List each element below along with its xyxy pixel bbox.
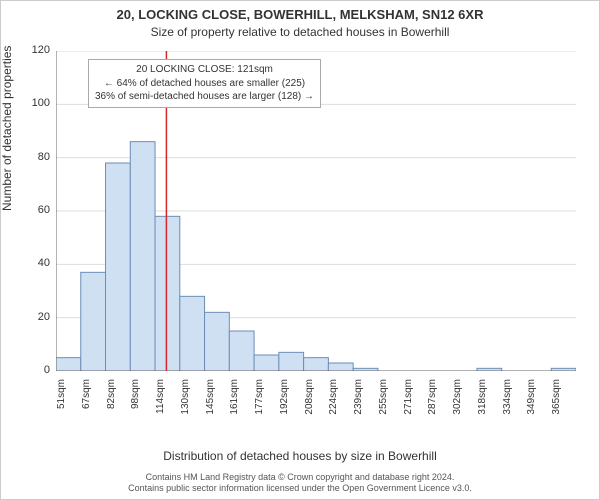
- title-subtitle: Size of property relative to detached ho…: [1, 25, 599, 39]
- x-tick-label: 177sqm: [254, 379, 265, 419]
- x-tick-label: 82sqm: [106, 379, 117, 419]
- x-tick-label: 318sqm: [477, 379, 488, 419]
- histogram-bar: [254, 355, 279, 371]
- x-axis-title: Distribution of detached houses by size …: [1, 449, 599, 463]
- x-tick-label: 208sqm: [304, 379, 315, 419]
- x-tick-label: 130sqm: [180, 379, 191, 419]
- x-tick-label: 145sqm: [205, 379, 216, 419]
- y-tick-label: 100: [22, 97, 50, 109]
- x-tick-label: 334sqm: [502, 379, 513, 419]
- y-tick-label: 60: [22, 204, 50, 216]
- x-tick-label: 239sqm: [353, 379, 364, 419]
- annotation-box: 20 LOCKING CLOSE: 121sqm ← 64% of detach…: [88, 59, 321, 108]
- x-tick-label: 349sqm: [526, 379, 537, 419]
- y-tick-label: 20: [22, 311, 50, 323]
- x-tick-label: 161sqm: [229, 379, 240, 419]
- figure-container: 20, LOCKING CLOSE, BOWERHILL, MELKSHAM, …: [0, 0, 600, 500]
- footer-line1: Contains HM Land Registry data © Crown c…: [1, 472, 599, 484]
- histogram-bar: [155, 216, 180, 371]
- x-tick-label: 255sqm: [378, 379, 389, 419]
- annotation-line2: ← 64% of detached houses are smaller (22…: [95, 77, 314, 91]
- footer-attribution: Contains HM Land Registry data © Crown c…: [1, 472, 599, 495]
- histogram-bar: [304, 358, 329, 371]
- y-tick-label: 120: [22, 44, 50, 56]
- x-tick-label: 302sqm: [452, 379, 463, 419]
- x-tick-label: 51sqm: [56, 379, 67, 419]
- x-tick-label: 271sqm: [403, 379, 414, 419]
- x-tick-label: 192sqm: [279, 379, 290, 419]
- footer-line2: Contains public sector information licen…: [1, 483, 599, 495]
- y-tick-label: 40: [22, 257, 50, 269]
- histogram-bar: [205, 312, 230, 371]
- annotation-line1: 20 LOCKING CLOSE: 121sqm: [95, 63, 314, 77]
- histogram-bar: [229, 331, 254, 371]
- histogram-bar: [180, 296, 205, 371]
- histogram-bar: [328, 363, 353, 371]
- y-tick-label: 0: [22, 364, 50, 376]
- x-tick-label: 67sqm: [81, 379, 92, 419]
- x-tick-label: 365sqm: [551, 379, 562, 419]
- y-axis-label: Number of detached properties: [0, 46, 14, 211]
- histogram-bar: [81, 272, 106, 371]
- annotation-line3: 36% of semi-detached houses are larger (…: [95, 90, 314, 104]
- histogram-bar: [279, 352, 304, 371]
- y-tick-label: 80: [22, 151, 50, 163]
- x-tick-label: 287sqm: [427, 379, 438, 419]
- histogram-bar: [106, 163, 131, 371]
- x-tick-label: 224sqm: [328, 379, 339, 419]
- x-tick-label: 98sqm: [130, 379, 141, 419]
- histogram-bar: [56, 358, 81, 371]
- x-tick-label: 114sqm: [155, 379, 166, 419]
- title-address: 20, LOCKING CLOSE, BOWERHILL, MELKSHAM, …: [1, 7, 599, 22]
- histogram-bar: [130, 142, 155, 371]
